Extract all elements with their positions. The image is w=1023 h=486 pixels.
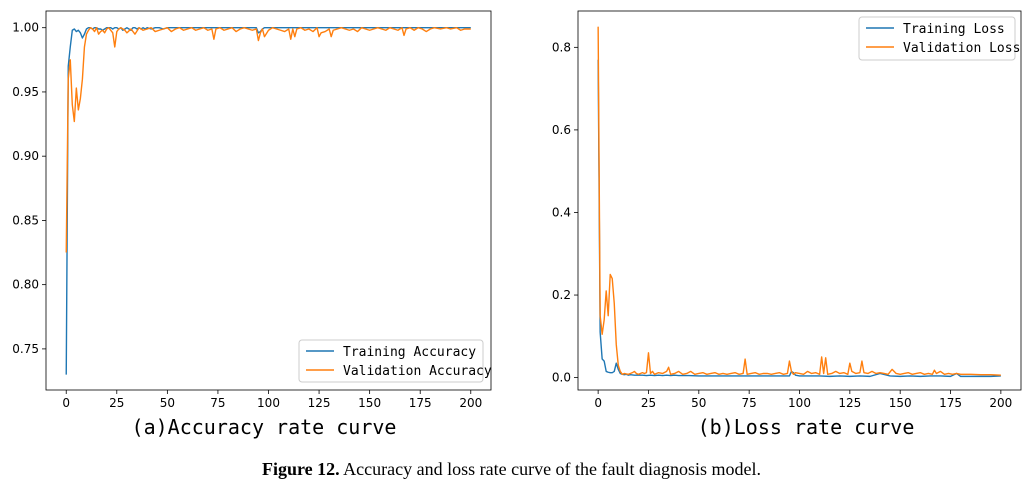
loss-x-tick-label: 175 bbox=[939, 396, 962, 410]
loss-x-tick-label: 50 bbox=[691, 396, 706, 410]
loss-x-tick-label: 200 bbox=[989, 396, 1012, 410]
loss-x-tick-label: 0 bbox=[594, 396, 602, 410]
accuracy-plot-frame bbox=[45, 10, 492, 391]
loss-series-layer bbox=[597, 26, 1001, 378]
loss-legend: Training Loss Validation Loss bbox=[858, 16, 1020, 61]
loss-y-tick-label: 0.6 bbox=[552, 123, 571, 137]
loss-x-tick-label: 100 bbox=[788, 396, 811, 410]
loss-x-tick-label: 150 bbox=[889, 396, 912, 410]
figure-caption-label: Figure 12. bbox=[261, 459, 340, 479]
loss-y-ticks: 0.0 0.2 0.4 0.6 0.8 bbox=[552, 40, 578, 385]
accuracy-y-tick-label: 0.95 bbox=[12, 85, 39, 99]
accuracy-x-tick-label: 200 bbox=[459, 396, 482, 410]
accuracy-x-tick-label: 75 bbox=[210, 396, 225, 410]
accuracy-x-tick-label: 150 bbox=[358, 396, 381, 410]
loss-chart: 0 25 50 75 100 125 150 175 200 0.0 0.2 0.4 0.6 0.8 T… bbox=[552, 10, 1022, 439]
loss-series-training-loss-line bbox=[597, 59, 1001, 378]
accuracy-chart: 0 25 50 75 100 125 150 175 200 0.750.800.850.900… bbox=[12, 10, 492, 439]
accuracy-y-tick-label: 0.80 bbox=[12, 278, 39, 292]
figure-caption-text: Accuracy and loss rate curve of the faul… bbox=[343, 459, 762, 479]
figure-caption: Figure 12. Accuracy and loss rate curve … bbox=[0, 459, 1023, 480]
loss-legend-box bbox=[858, 16, 1016, 61]
accuracy-y-tick-label: 1.00 bbox=[12, 21, 39, 35]
accuracy-y-tick-label: 0.75 bbox=[12, 342, 39, 356]
accuracy-legend-validation-label: Validation Accuracy bbox=[343, 364, 492, 379]
loss-legend-training-label: Training Loss bbox=[903, 22, 1005, 37]
accuracy-x-ticks: 0 25 50 75 100 125 150 175 200 bbox=[62, 390, 482, 410]
accuracy-legend-box bbox=[298, 339, 484, 383]
loss-y-tick-label: 0.0 bbox=[552, 371, 571, 385]
accuracy-x-tick-label: 125 bbox=[308, 396, 331, 410]
accuracy-y-tick-label: 0.90 bbox=[12, 149, 39, 163]
accuracy-legend: Training Accuracy Validation Accuracy bbox=[298, 339, 492, 383]
loss-y-tick-label: 0.8 bbox=[552, 40, 571, 54]
accuracy-x-tick-label: 0 bbox=[62, 396, 70, 410]
accuracy-x-tick-label: 50 bbox=[160, 396, 175, 410]
accuracy-y-tick-label: 0.85 bbox=[12, 213, 39, 227]
loss-x-ticks: 0 25 50 75 100 125 150 175 200 bbox=[594, 390, 1012, 410]
loss-y-tick-label: 0.4 bbox=[552, 205, 571, 219]
loss-x-tick-label: 125 bbox=[838, 396, 861, 410]
loss-y-tick-label: 0.2 bbox=[552, 288, 571, 302]
accuracy-x-tick-label: 175 bbox=[409, 396, 432, 410]
loss-chart-title: (b)Loss rate curve bbox=[698, 415, 915, 439]
accuracy-series-layer bbox=[65, 27, 471, 375]
accuracy-series-validation-accuracy-line bbox=[65, 27, 471, 253]
accuracy-x-tick-label: 100 bbox=[257, 396, 280, 410]
accuracy-chart-title: (a)Accuracy rate curve bbox=[132, 415, 397, 439]
loss-plot-frame bbox=[577, 10, 1022, 391]
loss-x-tick-label: 75 bbox=[742, 396, 757, 410]
loss-series-validation-loss-line bbox=[597, 26, 1001, 376]
loss-legend-validation-label: Validation Loss bbox=[903, 41, 1020, 56]
accuracy-legend-training-label: Training Accuracy bbox=[343, 345, 476, 360]
loss-x-tick-label: 25 bbox=[641, 396, 656, 410]
accuracy-x-tick-label: 25 bbox=[109, 396, 124, 410]
accuracy-y-ticks: 0.75 0.80 0.85 0.90 0.95 1.00 bbox=[12, 21, 46, 356]
